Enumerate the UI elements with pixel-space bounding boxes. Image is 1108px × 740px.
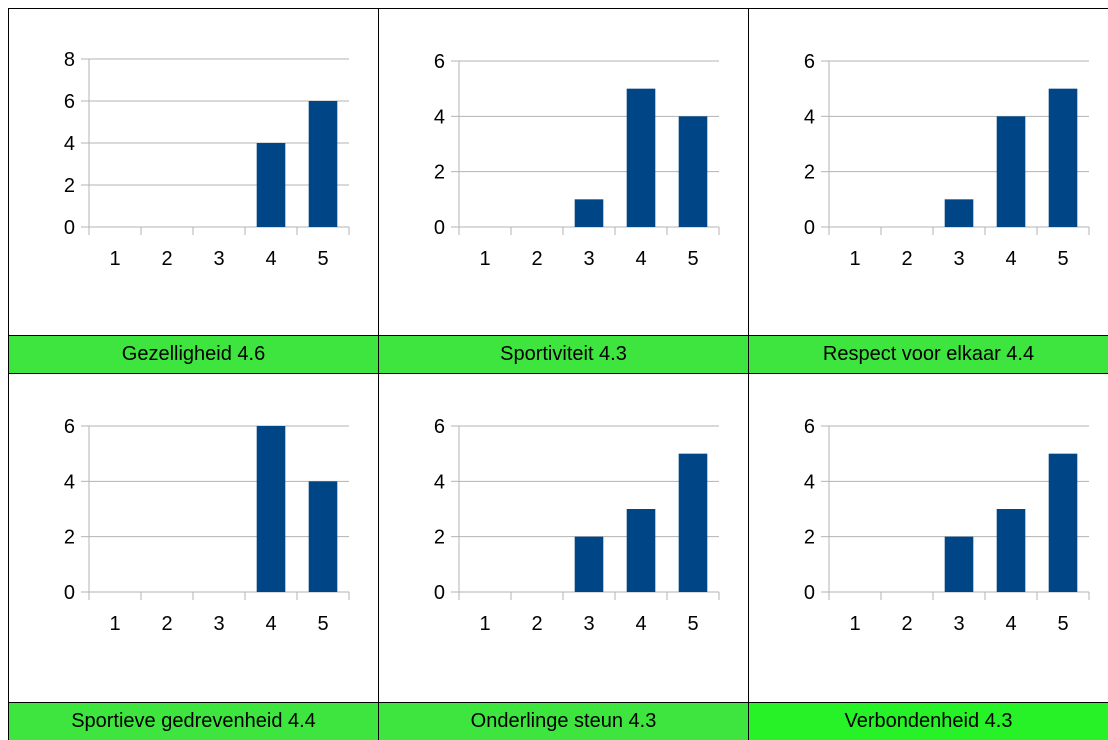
y-tick-label: 0 <box>64 582 75 604</box>
y-tick-label: 4 <box>804 106 815 128</box>
y-tick-label: 6 <box>434 51 445 73</box>
x-tick-label: 1 <box>479 248 490 270</box>
x-tick-label: 2 <box>161 248 172 270</box>
bar-5 <box>678 453 708 592</box>
bar-4 <box>996 509 1026 592</box>
x-tick-label: 3 <box>213 613 224 635</box>
y-tick-label: 4 <box>64 133 75 155</box>
bar-5 <box>308 101 338 227</box>
y-tick-label: 6 <box>434 416 445 438</box>
bar-4 <box>626 88 656 228</box>
y-tick-label: 2 <box>64 527 75 549</box>
bar-5 <box>678 116 708 227</box>
x-tick-label: 3 <box>213 248 224 270</box>
x-tick-label: 1 <box>109 248 120 270</box>
x-tick-label: 2 <box>161 613 172 635</box>
bar-4 <box>626 509 656 592</box>
y-tick-label: 0 <box>804 582 815 604</box>
y-tick-label: 0 <box>64 217 75 239</box>
x-tick-label: 1 <box>109 613 120 635</box>
bar-4 <box>256 426 286 592</box>
y-tick-label: 0 <box>434 217 445 239</box>
label-verbondenheid: Verbondenheid 4.3 <box>748 702 1108 740</box>
x-tick-label: 2 <box>531 248 542 270</box>
x-tick-label: 5 <box>317 613 328 635</box>
y-tick-label: 6 <box>804 51 815 73</box>
y-tick-label: 4 <box>804 471 815 493</box>
label-sportiviteit: Sportiviteit 4.3 <box>378 335 748 373</box>
chart-cell-1: 0 2 4 6 8 1 2 3 4 5 <box>8 8 378 335</box>
chart-onderlinge-steun: 0 2 4 6 1 2 3 4 5 <box>434 416 720 635</box>
chart-gezelligheid: 0 2 4 6 8 1 2 3 4 5 <box>64 49 350 270</box>
x-tick-label: 2 <box>901 248 912 270</box>
y-tick-label: 6 <box>64 91 75 113</box>
x-tick-label: 2 <box>901 613 912 635</box>
x-tick-label: 4 <box>1005 613 1016 635</box>
bar-4 <box>996 116 1026 227</box>
chart-cell-6: 0 2 4 6 1 2 3 4 5 <box>748 373 1108 702</box>
chart-verbondenheid: 0 2 4 6 1 2 3 4 5 <box>804 416 1090 635</box>
chart-cell-5: 0 2 4 6 1 2 3 4 5 <box>378 373 748 702</box>
x-tick-label: 4 <box>635 613 646 635</box>
x-tick-label: 5 <box>317 248 328 270</box>
x-tick-label: 5 <box>1057 248 1068 270</box>
y-tick-label: 4 <box>434 106 445 128</box>
bar-3 <box>944 199 974 227</box>
bar-5 <box>308 481 338 592</box>
x-tick-label: 4 <box>1005 248 1016 270</box>
x-tick-label: 3 <box>953 248 964 270</box>
y-tick-label: 2 <box>434 527 445 549</box>
y-tick-label: 6 <box>64 416 75 438</box>
y-tick-label: 0 <box>434 582 445 604</box>
bar-4 <box>256 143 286 227</box>
bar-3 <box>944 536 974 592</box>
label-sportieve-gedrevenheid: Sportieve gedrevenheid 4.4 <box>8 702 378 740</box>
x-tick-label: 3 <box>953 613 964 635</box>
x-tick-label: 5 <box>687 248 698 270</box>
y-tick-label: 4 <box>434 471 445 493</box>
x-tick-label: 3 <box>583 613 594 635</box>
x-tick-label: 2 <box>531 613 542 635</box>
y-tick-label: 2 <box>434 162 445 184</box>
x-tick-label: 3 <box>583 248 594 270</box>
bar-3 <box>574 199 604 227</box>
chart-cell-3: 0 2 4 6 1 2 3 4 5 <box>748 8 1108 335</box>
y-tick-label: 8 <box>64 49 75 71</box>
chart-cell-2: 0 2 4 6 1 2 3 4 5 <box>378 8 748 335</box>
x-tick-label: 4 <box>265 248 276 270</box>
y-tick-label: 0 <box>804 217 815 239</box>
chart-cell-4: 0 2 4 6 1 2 3 4 5 <box>8 373 378 702</box>
x-tick-label: 1 <box>849 613 860 635</box>
bar-5 <box>1048 453 1078 592</box>
x-tick-label: 1 <box>479 613 490 635</box>
label-respect: Respect voor elkaar 4.4 <box>748 335 1108 373</box>
chart-sportieve-gedrevenheid: 0 2 4 6 1 2 3 4 5 <box>64 416 350 635</box>
label-onderlinge-steun: Onderlinge steun 4.3 <box>378 702 748 740</box>
y-tick-label: 2 <box>64 175 75 197</box>
x-tick-label: 5 <box>687 613 698 635</box>
y-tick-label: 2 <box>804 527 815 549</box>
bar-3 <box>574 536 604 592</box>
y-tick-label: 6 <box>804 416 815 438</box>
x-tick-label: 4 <box>635 248 646 270</box>
chart-sportiviteit: 0 2 4 6 1 2 3 4 5 <box>434 51 720 270</box>
bar-5 <box>1048 88 1078 228</box>
chart-respect: 0 2 4 6 1 2 3 4 5 <box>804 51 1090 270</box>
y-tick-label: 2 <box>804 162 815 184</box>
x-tick-label: 1 <box>849 248 860 270</box>
x-tick-label: 4 <box>265 613 276 635</box>
y-tick-label: 4 <box>64 471 75 493</box>
label-gezelligheid: Gezelligheid 4.6 <box>8 335 378 373</box>
x-tick-label: 5 <box>1057 613 1068 635</box>
